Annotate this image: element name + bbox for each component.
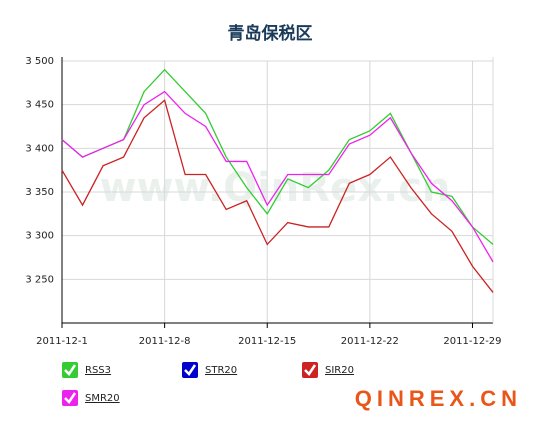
- legend-checkbox[interactable]: [62, 390, 78, 406]
- x-tick-label: 2011-12-29: [443, 336, 501, 347]
- x-tick-label: 2011-12-15: [238, 336, 296, 347]
- legend-check[interactable]: [184, 364, 197, 376]
- series-line: [61, 68, 494, 245]
- y-tick-label: 3 350: [25, 187, 54, 198]
- x-tick-label: 2011-12-22: [341, 336, 399, 347]
- legend-checkbox[interactable]: [62, 362, 78, 378]
- series-line: [61, 90, 494, 263]
- y-tick-label: 3 400: [25, 143, 54, 154]
- legend-label[interactable]: RSS3: [85, 365, 111, 376]
- legend-label[interactable]: SMR20: [85, 393, 120, 404]
- y-tick-label: 3 300: [25, 231, 54, 242]
- x-tick-label: 2011-12-1: [36, 336, 88, 347]
- watermark: www.QinRex.cn: [100, 165, 451, 211]
- y-tick-label: 3 500: [25, 56, 54, 67]
- legend-label[interactable]: SIR20: [325, 365, 354, 376]
- logo: QINREX.CN: [355, 386, 522, 411]
- legend-checkbox[interactable]: [302, 362, 318, 378]
- series-line: [61, 99, 494, 293]
- legend-check[interactable]: [64, 364, 77, 376]
- legend-label[interactable]: STR20: [205, 365, 237, 376]
- legend-checkbox[interactable]: [182, 362, 198, 378]
- y-tick-label: 3 250: [25, 274, 54, 285]
- y-tick-label: 3 450: [25, 100, 54, 111]
- legend-check[interactable]: [304, 364, 317, 376]
- legend-check[interactable]: [64, 392, 77, 404]
- x-tick-label: 2011-12-8: [139, 336, 191, 347]
- chart-title: 青岛保税区: [228, 23, 313, 44]
